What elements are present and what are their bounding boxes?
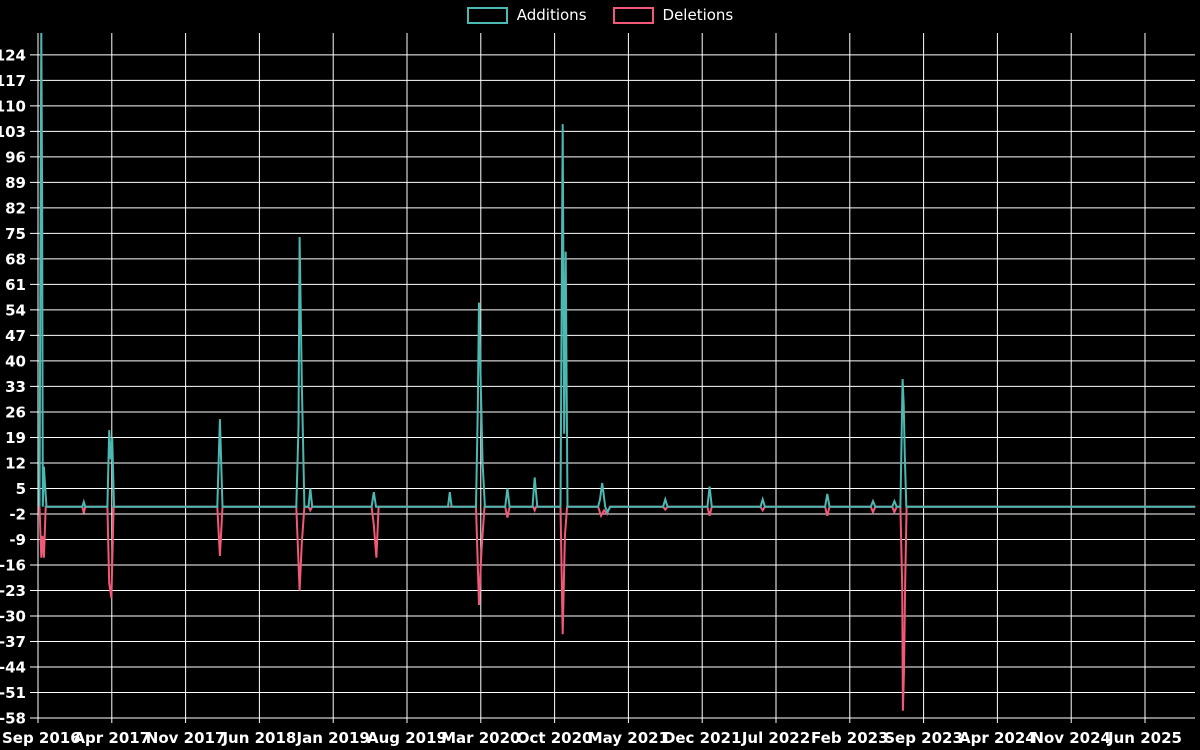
legend-item-additions[interactable]: Additions <box>466 6 587 24</box>
x-tick-label: Jan 2019 <box>296 729 370 747</box>
y-tick-label: -23 <box>0 582 26 600</box>
x-tick-label: Sep 2023 <box>884 729 963 747</box>
x-tick-label: May 2021 <box>588 729 669 747</box>
y-tick-label: 124 <box>0 46 26 64</box>
y-tick-label: 26 <box>5 403 26 421</box>
x-tick-label: Feb 2023 <box>811 729 889 747</box>
y-tick-label: -51 <box>0 684 26 702</box>
x-tick-label: Apr 2024 <box>959 729 1036 747</box>
x-tick-label: Nov 2017 <box>146 729 226 747</box>
y-tick-label: 5 <box>16 480 26 498</box>
y-tick-label: -30 <box>0 607 26 625</box>
additions-line <box>38 32 1196 515</box>
x-tick-label: Jul 2022 <box>741 729 810 747</box>
x-tick-label: Jun 2018 <box>221 729 296 747</box>
y-tick-label: 75 <box>5 225 26 243</box>
y-tick-label: 47 <box>5 327 26 345</box>
legend-label-additions: Additions <box>516 6 587 24</box>
x-tick-label: Aug 2019 <box>367 729 447 747</box>
y-tick-label: -16 <box>0 556 26 574</box>
y-tick-label: 54 <box>5 301 26 319</box>
additions-swatch-icon <box>466 6 508 24</box>
chart-legend: Additions Deletions <box>0 6 1200 24</box>
deletions-swatch-icon <box>612 6 654 24</box>
legend-item-deletions[interactable]: Deletions <box>612 6 734 24</box>
y-tick-label: 96 <box>5 148 26 166</box>
x-tick-label: Dec 2021 <box>663 729 742 747</box>
y-tick-label: 12 <box>5 454 26 472</box>
y-tick-label: 110 <box>0 97 26 115</box>
y-tick-label: 68 <box>5 250 26 268</box>
legend-label-deletions: Deletions <box>662 6 734 24</box>
y-tick-label: 33 <box>5 378 26 396</box>
y-tick-label: 61 <box>5 276 26 294</box>
y-tick-label: -58 <box>0 710 26 728</box>
y-tick-label: 103 <box>0 123 26 141</box>
x-tick-label: Apr 2017 <box>73 729 150 747</box>
deletions-line <box>38 505 1196 711</box>
y-tick-label: 82 <box>5 199 26 217</box>
y-tick-label: -44 <box>0 658 26 676</box>
x-tick-label: Oct 2020 <box>517 729 593 747</box>
y-tick-label: 117 <box>0 72 26 90</box>
y-tick-label: -37 <box>0 633 26 651</box>
y-tick-label: 19 <box>5 429 26 447</box>
x-tick-label: Sep 2016 <box>2 729 81 747</box>
y-tick-label: -2 <box>9 505 26 523</box>
x-tick-label: Nov 2024 <box>1031 729 1111 747</box>
x-tick-label: Jun 2025 <box>1107 729 1182 747</box>
y-tick-label: 89 <box>5 174 26 192</box>
x-tick-label: Mar 2020 <box>441 729 520 747</box>
y-tick-label: -9 <box>9 531 26 549</box>
y-tick-label: 40 <box>5 352 26 370</box>
